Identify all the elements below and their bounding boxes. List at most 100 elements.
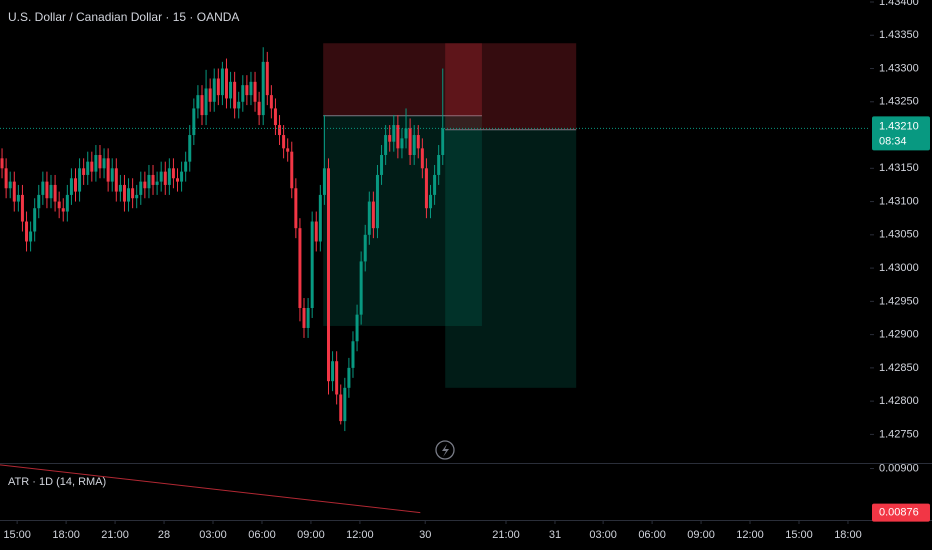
x-tick-label: 09:00 bbox=[297, 529, 325, 541]
candle-body bbox=[29, 231, 33, 242]
candle-body bbox=[229, 81, 233, 99]
x-tick-label: 09:00 bbox=[687, 529, 715, 541]
candle-body bbox=[375, 174, 379, 229]
candle-body bbox=[355, 314, 359, 342]
candle-body bbox=[65, 194, 69, 212]
y-tick-label: 1.43300 bbox=[879, 62, 919, 74]
last-price-badge bbox=[872, 116, 930, 151]
candle-body bbox=[16, 194, 20, 202]
candle-body bbox=[49, 184, 53, 199]
y-tick-label: 1.42950 bbox=[879, 295, 919, 307]
candle-body bbox=[139, 181, 143, 195]
candle-body bbox=[257, 101, 261, 116]
candle-body bbox=[200, 95, 204, 116]
candle-body bbox=[20, 194, 24, 222]
candle-body bbox=[167, 168, 171, 185]
y-tick-label: 1.43250 bbox=[879, 96, 919, 108]
candle-body bbox=[273, 108, 277, 126]
candle-body bbox=[318, 194, 322, 242]
y-tick-label: 1.42750 bbox=[879, 428, 919, 440]
candle-body bbox=[331, 361, 335, 382]
candle-body bbox=[127, 188, 131, 202]
candle-body bbox=[212, 78, 216, 102]
x-tick-label: 30 bbox=[419, 529, 431, 541]
candle-body bbox=[69, 178, 73, 195]
candle-body bbox=[61, 208, 65, 212]
x-tick-label: 03:00 bbox=[199, 529, 227, 541]
candle-body bbox=[302, 308, 306, 328]
candle-body bbox=[41, 181, 45, 195]
candle-body bbox=[220, 68, 224, 96]
candle-body bbox=[359, 261, 363, 315]
y-tick-label: 1.43100 bbox=[879, 195, 919, 207]
y-tick-label: 1.43050 bbox=[879, 229, 919, 241]
y-tick-label: 1.43350 bbox=[879, 29, 919, 41]
candle-body bbox=[8, 181, 12, 189]
candle-body bbox=[245, 85, 249, 96]
indicator-last-label: 0.00876 bbox=[879, 507, 919, 519]
candle-body bbox=[322, 168, 326, 195]
y-tick-label: 1.42850 bbox=[879, 362, 919, 374]
candle-body bbox=[90, 161, 94, 172]
candle-body bbox=[433, 174, 437, 195]
candle-body bbox=[147, 174, 151, 189]
candle-body bbox=[306, 308, 310, 328]
candle-body bbox=[12, 181, 16, 202]
candle-body bbox=[278, 125, 282, 136]
candle-body bbox=[82, 168, 86, 175]
indicator-badge bbox=[872, 503, 930, 522]
candle-body bbox=[412, 135, 416, 155]
x-tick-label: 28 bbox=[158, 529, 170, 541]
candle-body bbox=[94, 154, 98, 172]
candle-body bbox=[73, 178, 77, 192]
x-tick-label: 21:00 bbox=[492, 529, 520, 541]
candle-body bbox=[388, 135, 392, 142]
candle-body bbox=[269, 95, 273, 109]
candle-body bbox=[98, 154, 102, 169]
candle-body bbox=[404, 128, 408, 139]
candle-body bbox=[416, 135, 420, 149]
candle-body bbox=[408, 128, 412, 155]
x-tick-label: 06:00 bbox=[638, 529, 666, 541]
candle-body bbox=[351, 341, 355, 368]
last-price-label: 1.43210 bbox=[879, 120, 919, 132]
candle-body bbox=[237, 101, 241, 109]
position-stop-zone bbox=[323, 43, 482, 116]
candle-body bbox=[261, 61, 265, 116]
countdown: 08:34 bbox=[879, 135, 907, 147]
candle-body bbox=[384, 135, 388, 155]
y-tick-label: 1.42800 bbox=[879, 395, 919, 407]
candle-body bbox=[441, 128, 445, 155]
candle-body bbox=[363, 234, 367, 262]
candle-body bbox=[437, 154, 441, 175]
alert-icon[interactable] bbox=[435, 440, 455, 460]
candle-body bbox=[188, 135, 192, 162]
candle-body bbox=[37, 194, 41, 209]
candle-body bbox=[122, 184, 126, 202]
candle-body bbox=[335, 361, 339, 395]
candle-body bbox=[326, 168, 330, 382]
x-tick-label: 15:00 bbox=[3, 529, 31, 541]
candle-body bbox=[380, 154, 384, 175]
candle-body bbox=[25, 221, 29, 242]
position-target-zone bbox=[323, 115, 482, 326]
candle-body bbox=[396, 125, 400, 149]
candle-body bbox=[424, 168, 428, 209]
candle-body bbox=[392, 125, 396, 142]
candle-body bbox=[45, 181, 49, 199]
candle-body bbox=[429, 194, 433, 209]
x-tick-label: 31 bbox=[549, 529, 561, 541]
candle-body bbox=[282, 135, 286, 149]
candle-body bbox=[4, 168, 8, 189]
x-tick-label: 18:00 bbox=[834, 529, 862, 541]
candle-body bbox=[241, 85, 245, 102]
y-tick-label: 1.43000 bbox=[879, 262, 919, 274]
candle-body bbox=[371, 201, 375, 229]
candle-body bbox=[106, 158, 110, 182]
x-tick-label: 21:00 bbox=[101, 529, 129, 541]
candle-body bbox=[110, 168, 114, 182]
candle-body bbox=[286, 148, 290, 152]
candle-body bbox=[118, 184, 122, 192]
candle-body bbox=[298, 228, 302, 309]
